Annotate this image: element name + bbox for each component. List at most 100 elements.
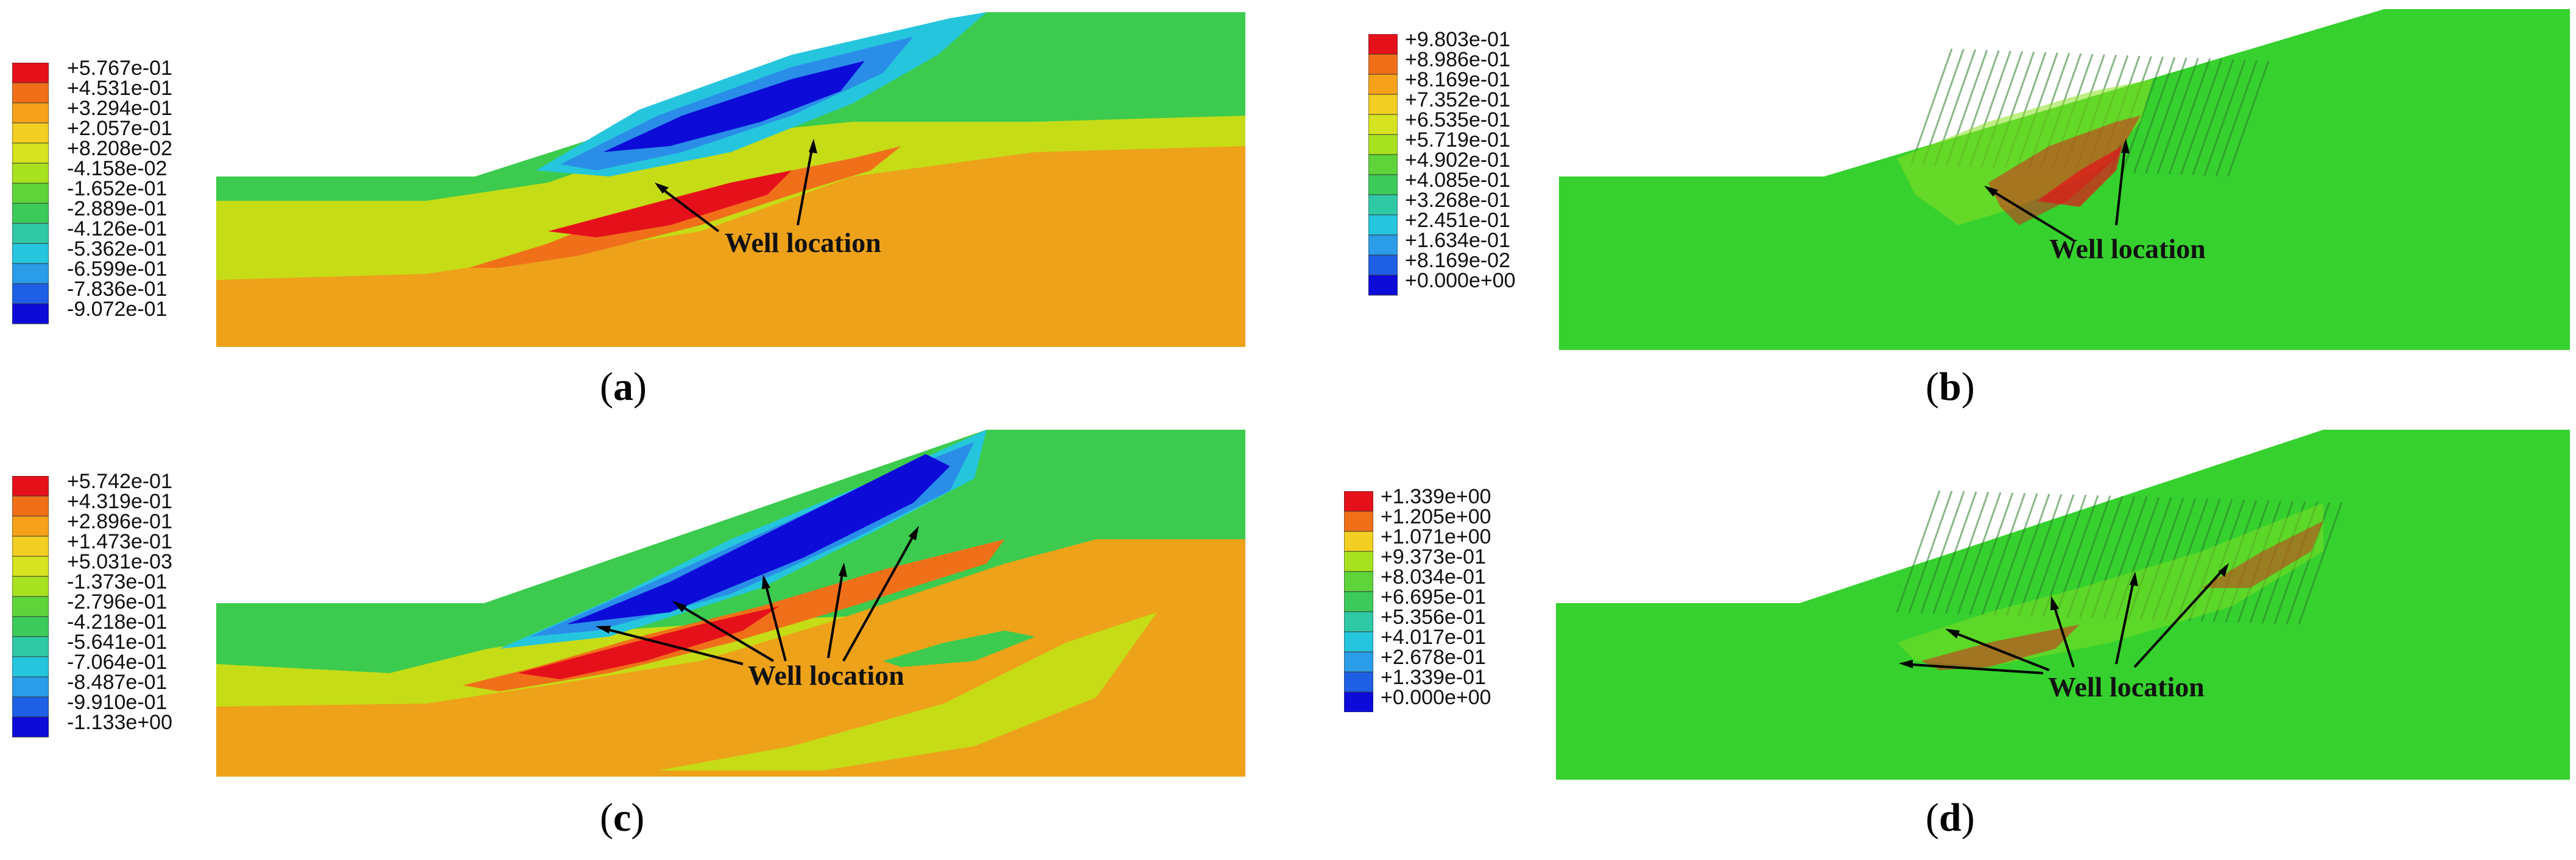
legend-swatch	[12, 303, 49, 324]
legend-swatch	[1344, 691, 1373, 712]
legend-swatch	[1368, 194, 1398, 215]
legend-swatch	[1368, 254, 1398, 276]
legend-swatch	[1344, 611, 1373, 632]
panel-c: +5.742e-01 +4.319e-01 +2.896e-01 +1.473e…	[0, 430, 1288, 859]
legend-label: -4.218e-01	[67, 610, 167, 634]
panel-a-legend-colorbar	[12, 63, 49, 324]
legend-label: -2.889e-01	[67, 197, 167, 220]
legend-label: +2.057e-01	[67, 117, 172, 140]
legend-label: +5.031e-03	[67, 550, 172, 573]
legend-swatch	[12, 142, 49, 164]
legend-label: -2.796e-01	[67, 590, 167, 614]
legend-swatch	[12, 656, 49, 677]
legend-swatch	[12, 596, 49, 617]
legend-swatch	[12, 616, 49, 637]
legend-label: +8.208e-02	[67, 137, 172, 160]
legend-swatch	[12, 243, 49, 264]
legend-swatch	[12, 163, 49, 184]
legend-label: -7.064e-01	[67, 651, 167, 674]
legend-swatch	[12, 536, 49, 557]
legend-swatch	[12, 495, 49, 517]
legend-swatch	[1344, 531, 1373, 552]
panel-c-caption: (c)	[600, 795, 645, 840]
panel-d: +1.339e+00 +1.205e+00 +1.071e+00 +9.373e…	[1288, 430, 2576, 859]
legend-label: +0.000e+00	[1381, 686, 1491, 709]
legend-swatch	[12, 223, 49, 244]
legend-swatch	[1368, 214, 1398, 236]
legend-swatch	[1344, 511, 1373, 532]
panel-b-caption: (b)	[1926, 365, 1975, 409]
legend-label: -1.652e-01	[67, 177, 167, 200]
legend-label: +1.205e+00	[1381, 505, 1491, 528]
legend-swatch	[12, 203, 49, 224]
legend-swatch	[12, 636, 49, 657]
legend-label: +8.986e-01	[1405, 48, 1510, 71]
legend-swatch	[12, 102, 49, 124]
legend-swatch	[1368, 74, 1398, 95]
legend-swatch	[1368, 114, 1398, 135]
legend-swatch	[1344, 651, 1373, 673]
legend-label: +9.373e-01	[1381, 545, 1486, 568]
legend-label: +1.339e+00	[1381, 485, 1491, 508]
legend-label: -9.072e-01	[67, 298, 167, 321]
panel-c-legend-colorbar	[12, 476, 49, 738]
legend-label: +5.767e-01	[67, 57, 172, 80]
legend-label: -4.126e-01	[67, 217, 167, 240]
legend-label: -7.836e-01	[67, 278, 167, 301]
legend-swatch	[1344, 571, 1373, 592]
panel-d-caption: (d)	[1926, 795, 1975, 840]
legend-label: +2.896e-01	[67, 510, 172, 533]
legend-label: -6.599e-01	[67, 257, 167, 281]
legend-swatch	[12, 676, 49, 697]
legend-swatch	[1344, 491, 1373, 512]
legend-swatch	[1368, 54, 1398, 75]
legend-label: +9.803e-01	[1405, 28, 1510, 51]
legend-label: -5.362e-01	[67, 237, 167, 260]
well-location-label: Well location	[2048, 671, 2205, 702]
legend-label: +6.695e-01	[1381, 586, 1486, 609]
well-location-label: Well location	[748, 660, 904, 691]
legend-label: +4.902e-01	[1405, 149, 1510, 172]
legend-label: +8.169e-01	[1405, 68, 1510, 91]
legend-swatch	[1368, 94, 1398, 115]
legend-swatch	[1368, 34, 1398, 55]
legend-label: +4.017e-01	[1381, 626, 1486, 649]
legend-swatch	[12, 122, 49, 144]
panel-b-legend-colorbar	[1368, 34, 1398, 296]
legend-label: +5.356e-01	[1381, 606, 1486, 629]
legend-label: +8.169e-02	[1405, 249, 1510, 272]
legend-label: +1.634e-01	[1405, 229, 1510, 252]
legend-label: +1.339e-01	[1381, 666, 1486, 689]
panel-d-legend-colorbar	[1344, 491, 1373, 712]
legend-swatch	[12, 63, 49, 83]
panel-b: +9.803e-01 +8.986e-01 +8.169e-01 +7.352e…	[1288, 0, 2576, 430]
legend-swatch	[12, 476, 49, 497]
legend-label: +1.071e+00	[1381, 525, 1491, 548]
legend-swatch	[1344, 551, 1373, 572]
legend-label: +7.352e-01	[1405, 88, 1510, 111]
legend-swatch	[12, 696, 49, 718]
legend-label: +0.000e+00	[1405, 269, 1516, 292]
well-location-label: Well location	[725, 227, 881, 258]
legend-label: +3.294e-01	[67, 97, 172, 120]
legend-swatch	[1368, 174, 1398, 195]
legend-label: +4.085e-01	[1405, 169, 1510, 192]
legend-label: +5.742e-01	[67, 470, 172, 493]
legend-swatch	[1344, 591, 1373, 612]
legend-swatch	[1368, 134, 1398, 155]
legend-label: +6.535e-01	[1405, 108, 1510, 131]
legend-label: -5.641e-01	[67, 631, 167, 654]
legend-swatch	[1344, 671, 1373, 693]
legend-swatch	[1368, 234, 1398, 256]
legend-label: -1.133e+00	[67, 711, 172, 734]
legend-swatch	[12, 556, 49, 577]
legend-label: -4.158e-02	[67, 157, 167, 180]
panel-a: +5.767e-01 +4.531e-01 +3.294e-01 +2.057e…	[0, 0, 1288, 430]
legend-swatch	[12, 576, 49, 597]
panel-a-contour-plot	[216, 12, 1245, 347]
legend-label: -9.910e-01	[67, 691, 167, 714]
legend-label: +2.451e-01	[1405, 209, 1510, 232]
legend-label: -1.373e-01	[67, 570, 167, 593]
legend-swatch	[1368, 154, 1398, 175]
legend-label: +3.268e-01	[1405, 189, 1510, 212]
